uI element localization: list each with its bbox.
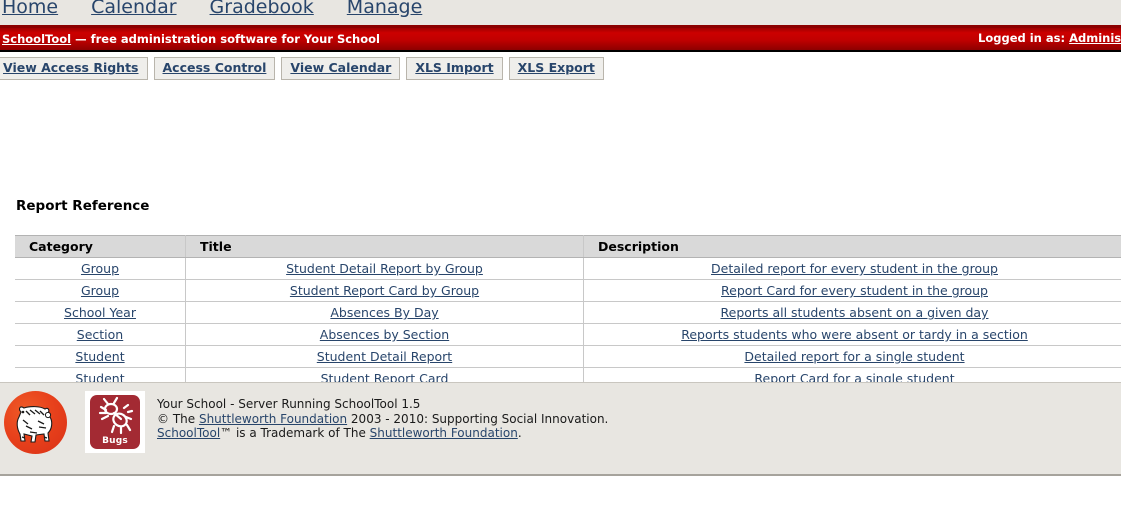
cell-description: Report Card for a single student <box>583 367 1121 382</box>
brand-bar: SchoolTool — free administration softwar… <box>0 28 1121 52</box>
copyright-prefix: © The <box>157 411 199 426</box>
report-title-link[interactable]: Absences by Section <box>319 327 450 342</box>
nav-item-home[interactable]: Home <box>2 0 59 18</box>
action-button-bar: View Access Rights Access Control View C… <box>0 52 1121 85</box>
cell-description: Reports students who were absent or tard… <box>583 323 1121 346</box>
report-title-link[interactable]: Absences By Day <box>330 305 439 320</box>
zebra-glyph <box>16 406 53 443</box>
button-access-control[interactable]: Access Control <box>153 57 276 80</box>
cell-category: Group <box>15 257 186 280</box>
cell-title: Student Detail Report by Group <box>185 257 584 280</box>
cell-description: Detailed report for every student in the… <box>583 257 1121 280</box>
report-reference-table: Category Title Description Group Student … <box>15 235 1121 382</box>
cell-title: Absences by Section <box>185 323 584 346</box>
page-footer: Bugs Your School - Server Running School… <box>0 382 1121 476</box>
nav-item-calendar[interactable]: Calendar <box>91 0 177 18</box>
cell-description: Detailed report for a single student <box>583 345 1121 368</box>
category-link[interactable]: School Year <box>64 305 136 320</box>
bugs-label: Bugs <box>102 436 128 446</box>
column-header-category: Category <box>15 235 186 258</box>
cell-description: Reports all students absent on a given d… <box>583 301 1121 324</box>
brand-tagline: — free administration software for Your … <box>75 32 380 46</box>
cell-title: Student Report Card by Group <box>185 279 584 302</box>
nav-item-manage[interactable]: Manage <box>346 0 423 18</box>
button-xls-export[interactable]: XLS Export <box>508 57 604 80</box>
table-row: Group Student Report Card by Group Report … <box>15 279 1121 302</box>
column-header-description: Description <box>583 235 1121 258</box>
top-navigation-bar: Home Calendar Gradebook Manage <box>0 0 1121 28</box>
footer-line-copyright: © The Shuttleworth Foundation 2003 - 201… <box>157 412 608 427</box>
table-row: Section Absences by Section Reports studen… <box>15 323 1121 346</box>
footer-line-trademark: SchoolTool™ is a Trademark of The Shuttl… <box>157 426 608 441</box>
cell-title: Student Report Card <box>185 367 584 382</box>
report-title-link[interactable]: Student Detail Report by Group <box>286 261 483 276</box>
page-bottom-whitespace <box>0 476 1121 524</box>
copyright-suffix: 2003 - 2010: Supporting Social Innovatio… <box>347 411 609 426</box>
shuttleworth-foundation-link-2[interactable]: Shuttleworth Foundation <box>369 426 518 441</box>
table-row: Student Student Report Card Report Card fo… <box>15 367 1121 382</box>
category-link[interactable]: Group <box>80 283 120 298</box>
logged-in-label: Logged in as: <box>978 31 1070 45</box>
report-title-link[interactable]: Student Report Card by Group <box>289 283 480 298</box>
page-title: Report Reference <box>16 198 150 214</box>
report-description-link[interactable]: Report Card for a single student <box>754 371 955 382</box>
bug-glyph <box>98 396 134 435</box>
table-head: Category Title Description <box>15 235 1121 258</box>
zebra-icon <box>4 391 67 454</box>
footer-text-block: Your School - Server Running SchoolTool … <box>157 397 608 441</box>
table-row: Student Student Detail Report Detailed rep… <box>15 345 1121 368</box>
report-title-link[interactable]: Student Report Card <box>320 371 449 382</box>
trademark-suffix: . <box>517 426 522 441</box>
column-header-title: Title <box>185 235 584 258</box>
cell-description: Report Card for every student in the gro… <box>583 279 1121 302</box>
cell-category: Section <box>15 323 186 346</box>
table-header-row: Category Title Description <box>15 235 1121 258</box>
category-link[interactable]: Student <box>75 349 125 364</box>
main-content: Report Reference Category Title Descript… <box>0 85 1121 382</box>
table-row: School Year Absences By Day Reports all st… <box>15 301 1121 324</box>
report-description-link[interactable]: Reports all students absent on a given d… <box>720 305 989 320</box>
schooltool-home-link[interactable]: SchoolTool <box>2 32 72 46</box>
button-xls-import[interactable]: XLS Import <box>406 57 503 80</box>
button-view-access-rights[interactable]: View Access Rights <box>0 57 148 80</box>
cell-category: Student <box>15 345 186 368</box>
report-description-link[interactable]: Detailed report for a single student <box>744 349 965 364</box>
cell-title: Absences By Day <box>185 301 584 324</box>
report-title-link[interactable]: Student Detail Report <box>316 349 453 364</box>
report-description-link[interactable]: Reports students who were absent or tard… <box>681 327 1028 342</box>
table-row: Group Student Detail Report by Group Detai… <box>15 257 1121 280</box>
report-description-link[interactable]: Detailed report for every student in the… <box>711 261 998 276</box>
logged-in-status: Logged in as: Administrat <box>978 31 1121 45</box>
shuttleworth-foundation-link-1[interactable]: Shuttleworth Foundation <box>198 411 348 426</box>
category-link[interactable]: Student <box>75 371 125 382</box>
button-view-calendar[interactable]: View Calendar <box>281 57 401 80</box>
category-link[interactable]: Section <box>76 327 124 342</box>
schooltool-trademark-link[interactable]: SchoolTool <box>157 426 221 441</box>
cell-category: Student <box>15 367 186 382</box>
cell-title: Student Detail Report <box>185 345 584 368</box>
footer-line-server: Your School - Server Running SchoolTool … <box>157 397 421 411</box>
brand-text: SchoolTool — free administration softwar… <box>2 32 380 46</box>
logged-in-user-link[interactable]: Administrat <box>1069 31 1121 45</box>
bugs-icon[interactable]: Bugs <box>85 391 145 453</box>
trademark-mid: ™ is a Trademark of The <box>220 426 370 441</box>
table-body: Group Student Detail Report by Group Detai… <box>15 257 1121 382</box>
report-description-link[interactable]: Report Card for every student in the gro… <box>721 283 988 298</box>
nav-item-gradebook[interactable]: Gradebook <box>209 0 314 18</box>
category-link[interactable]: Group <box>80 261 120 276</box>
cell-category: School Year <box>15 301 186 324</box>
cell-category: Group <box>15 279 186 302</box>
